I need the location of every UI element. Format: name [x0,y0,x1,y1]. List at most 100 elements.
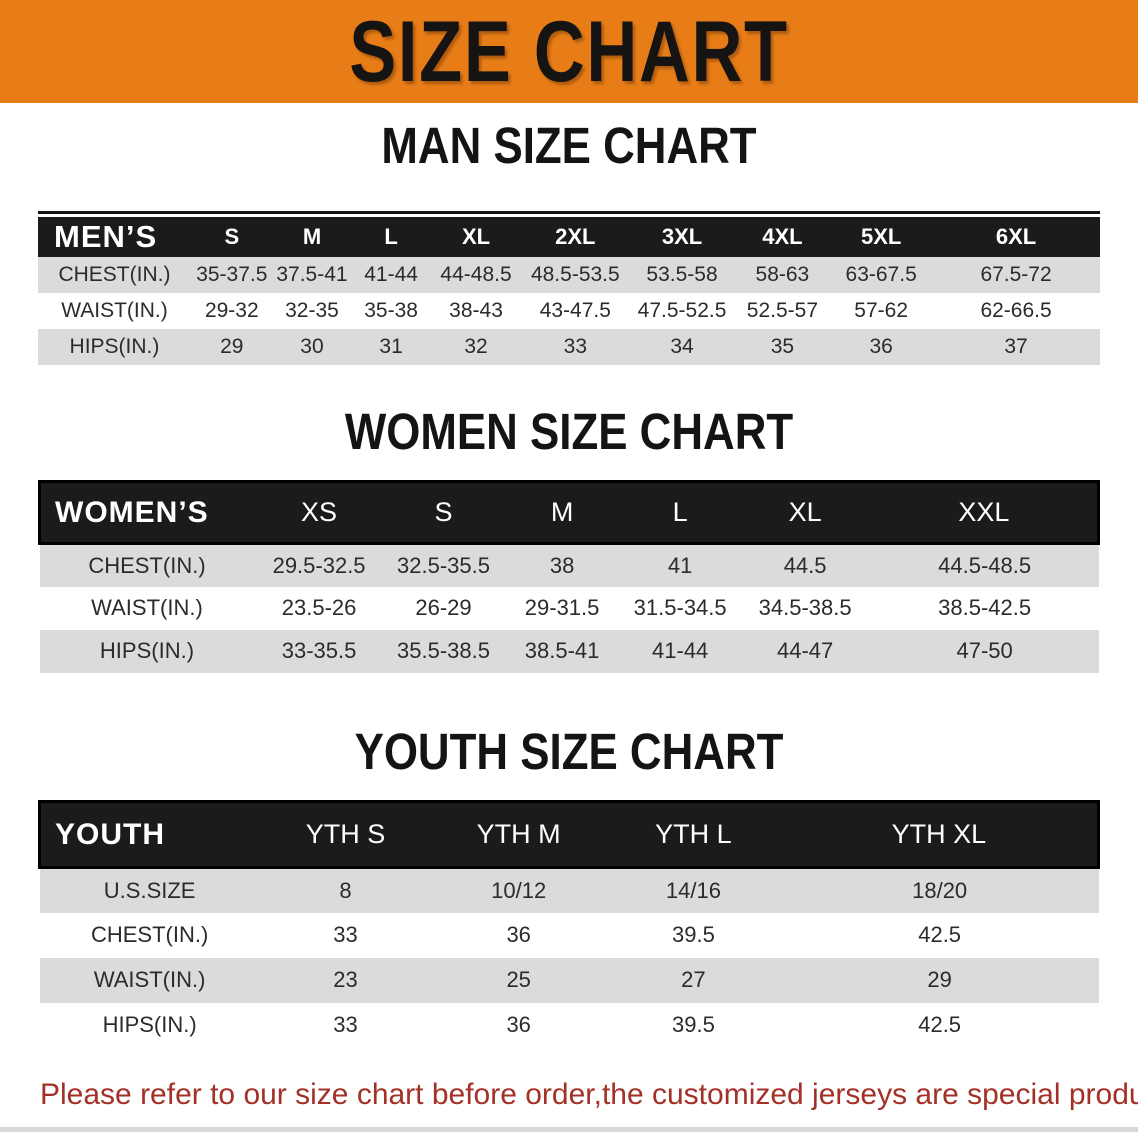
size-value-cell: 29-32 [204,298,259,322]
men-section: MAN SIZE CHART MEN’S S M L XL 2XL 3XL 4XL 5XL 6XL… [0,119,1138,365]
size-column-header: 4XL [734,216,831,257]
size-value-cell: 35 [770,334,795,358]
banner: SIZE CHART [0,0,1138,103]
size-column-header: 2XL [521,216,630,257]
size-column-header: S [190,216,273,257]
size-value-cell: 41-44 [364,262,418,286]
disclaimer: Please refer to our size chart before or… [40,1070,1138,1132]
size-value-cell: 41 [667,552,693,578]
size-value-cell: 32-35 [285,298,339,322]
size-column-header: L [351,216,431,257]
table-row: WAIST(IN.) 23.5-26 26-29 29-31.5 31.5-34.5 34… [39,586,1099,630]
measurement-label: WAIST(IN.) [61,298,168,322]
size-value-cell: 14/16 [665,877,721,903]
youth-section: YOUTH SIZE CHART YOUTH YTH S YTH M YTH L YTH… [0,725,1138,1048]
men-section-heading: MAN SIZE CHART [381,117,757,174]
table-row: WAIST(IN.) 29-32 32-35 35-38 38-43 43-47.5 47.… [38,292,1100,329]
size-value-cell: 62-66.5 [980,298,1052,322]
size-value-cell: 25 [506,967,531,993]
size-value-cell: 33 [333,1012,358,1038]
size-column-header: XL [739,480,871,546]
size-value-cell: 38-43 [449,298,503,322]
size-value-cell: 57-62 [854,298,909,322]
size-column-header: 5XL [830,216,933,257]
table-header-row: WOMEN’S XS S M L XL XXL [38,480,1100,546]
size-value-cell: 67.5-72 [980,262,1052,286]
size-value-cell: 29-31.5 [524,595,600,621]
size-value-cell: 23.5-26 [281,595,357,621]
size-value-cell: 42.5 [918,1012,962,1038]
size-value-cell: 30 [300,334,324,358]
table-row: CHEST(IN.) 35-37.5 37.5-41 41-44 44-48.5 48.5… [38,256,1100,293]
size-value-cell: 48.5-53.5 [530,262,620,286]
size-value-cell: 39.5 [672,1012,715,1038]
measurement-label: CHEST(IN.) [90,922,209,948]
size-value-cell: 38.5-41 [524,638,600,664]
size-value-cell: 31.5-34.5 [633,595,727,621]
size-value-cell: 42.5 [918,922,962,948]
table-header-row: YOUTH YTH S YTH M YTH L YTH XL [37,800,1100,870]
size-value-cell: 35.5-38.5 [397,638,490,664]
size-value-cell: 63-67.5 [845,262,917,286]
size-value-cell: 36 [869,334,893,358]
size-chart-content: MAN SIZE CHART MEN’S S M L XL 2XL 3XL 4XL 5XL 6XL… [0,119,1138,1048]
size-column-header: XL [430,216,522,257]
size-column-header: L [620,480,740,546]
size-column-header: YTH M [431,800,607,870]
measurement-label: U.S.SIZE [103,877,196,903]
women-section-heading: WOMEN SIZE CHART [344,402,794,460]
men-size-table: MEN’S S M L XL 2XL 3XL 4XL 5XL 6XL CHEST(IN.) 35-37… [38,216,1100,365]
size-column-header: 6XL [932,216,1100,257]
size-column-header: YTH S [259,800,432,870]
women-section: WOMEN SIZE CHART WOMEN’S XS S M L XL XXL CHEST(… [0,402,1138,673]
size-value-cell: 39.5 [672,922,715,948]
table-row: CHEST(IN.) 33 36 39.5 42.5 [39,912,1099,958]
size-value-cell: 23 [333,967,358,993]
size-column-header: YTH XL [780,800,1100,870]
size-value-cell: 53.5-58 [646,262,718,286]
size-value-cell: 33 [563,334,587,358]
size-column-header: XS [254,480,384,546]
measurement-label: HIPS(IN.) [99,638,195,664]
size-value-cell: 58-63 [755,262,810,286]
measurement-label: WAIST(IN.) [91,595,203,621]
measurement-label: CHEST(IN.) [58,262,171,286]
size-value-cell: 38.5-42.5 [938,595,1032,621]
table-row: U.S.SIZE 8 10/12 14/16 18/20 [39,867,1099,913]
table-header-row: MEN’S S M L XL 2XL 3XL 4XL 5XL 6XL [38,216,1100,257]
table-row: HIPS(IN.) 29 30 31 32 33 34 35 36 37 [38,328,1100,365]
measurement-label: HIPS(IN.) [102,1012,197,1038]
size-value-cell: 8 [339,877,352,903]
size-value-cell: 18/20 [912,877,968,903]
size-column-header: M [272,216,352,257]
size-value-cell: 29 [220,334,244,358]
size-value-cell: 36 [506,922,531,948]
size-column-header: 3XL [629,216,735,257]
table-row: HIPS(IN.) 33-35.5 35.5-38.5 38.5-41 41-44 44-… [39,629,1099,673]
size-value-cell: 32.5-35.5 [397,552,490,578]
bottom-edge-strip [0,1127,1138,1132]
size-value-cell: 44-48.5 [440,262,512,286]
size-value-cell: 10/12 [491,877,547,903]
disclaimer-line-1: Please refer to our size chart before or… [40,1077,1138,1111]
youth-section-heading: YOUTH SIZE CHART [354,722,784,780]
size-value-cell: 26-29 [415,595,472,621]
measurement-label: CHEST(IN.) [88,552,206,578]
measurement-label: WAIST(IN.) [93,967,206,993]
table-corner-label: MEN’S [38,216,191,257]
size-column-header: YTH L [606,800,781,870]
table-corner-label: WOMEN’S [38,480,255,546]
size-value-cell: 47.5-52.5 [637,298,727,322]
size-column-header: S [383,480,504,546]
size-value-cell: 44.5 [783,552,827,578]
table-row: WAIST(IN.) 23 25 27 29 [39,957,1099,1003]
size-column-header: M [503,480,621,546]
youth-size-table: YOUTH YTH S YTH M YTH L YTH XL U.S.SIZE 8 10/12… [37,800,1100,1048]
size-value-cell: 37 [1004,334,1028,358]
measurement-label: HIPS(IN.) [69,334,160,358]
women-size-table: WOMEN’S XS S M L XL XXL CHEST(IN.) 29.5-32.5 32.5… [38,480,1100,673]
size-value-cell: 32 [464,334,488,358]
size-value-cell: 31 [379,334,403,358]
size-value-cell: 35-38 [364,298,418,322]
